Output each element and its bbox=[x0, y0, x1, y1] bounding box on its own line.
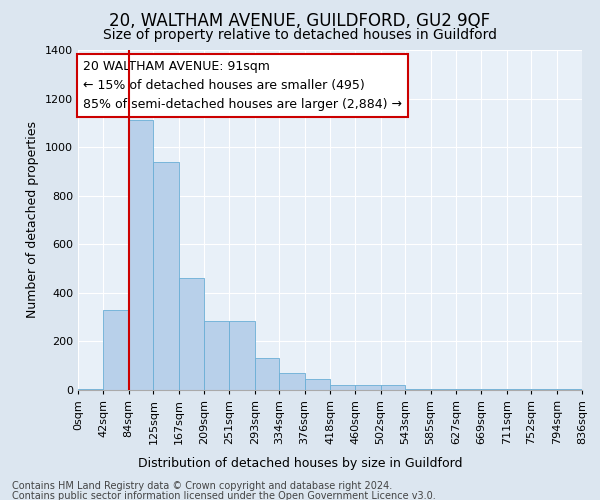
Bar bbox=[280, 373, 305, 390]
Bar bbox=[204, 321, 229, 390]
Text: 20 WALTHAM AVENUE: 91sqm
← 15% of detached houses are smaller (495)
85% of semi-: 20 WALTHAM AVENUE: 91sqm ← 15% of detach… bbox=[83, 60, 402, 111]
Bar bbox=[78, 389, 103, 390]
Text: Contains public sector information licensed under the Open Government Licence v3: Contains public sector information licen… bbox=[12, 491, 436, 500]
Bar bbox=[355, 385, 380, 390]
Bar bbox=[254, 358, 280, 390]
Y-axis label: Number of detached properties: Number of detached properties bbox=[26, 122, 40, 318]
Bar bbox=[128, 120, 154, 390]
Bar bbox=[305, 379, 330, 390]
Text: Distribution of detached houses by size in Guildford: Distribution of detached houses by size … bbox=[138, 458, 462, 470]
Bar bbox=[380, 385, 406, 390]
Bar bbox=[179, 278, 204, 390]
Bar bbox=[330, 385, 355, 390]
Bar bbox=[103, 310, 128, 390]
Text: 20, WALTHAM AVENUE, GUILDFORD, GU2 9QF: 20, WALTHAM AVENUE, GUILDFORD, GU2 9QF bbox=[109, 12, 491, 30]
Bar bbox=[557, 389, 582, 390]
Bar bbox=[229, 321, 254, 390]
Text: Contains HM Land Registry data © Crown copyright and database right 2024.: Contains HM Land Registry data © Crown c… bbox=[12, 481, 392, 491]
Bar bbox=[154, 162, 179, 390]
Text: Size of property relative to detached houses in Guildford: Size of property relative to detached ho… bbox=[103, 28, 497, 42]
